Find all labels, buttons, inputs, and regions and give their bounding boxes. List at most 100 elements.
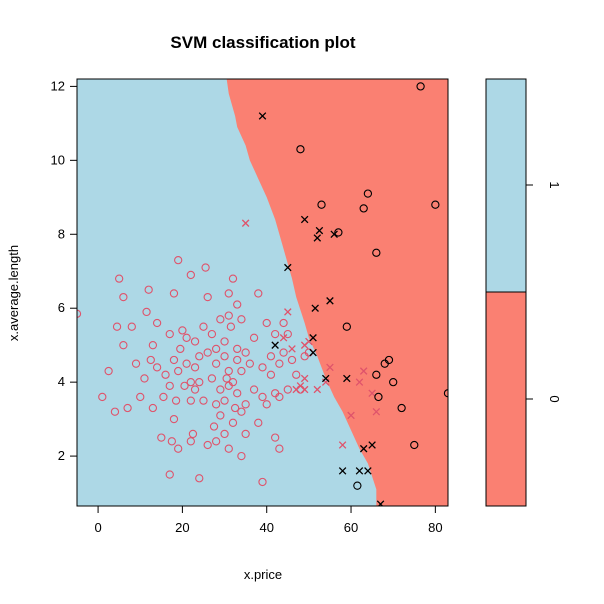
data-point	[237, 407, 246, 416]
data-point	[254, 289, 263, 298]
data-point	[169, 355, 179, 365]
data-point	[249, 385, 259, 394]
data-point	[249, 333, 259, 342]
data-point	[416, 82, 425, 91]
y-axis: 2 4 6 8 10 12	[51, 78, 78, 463]
data-points	[77, 82, 448, 506]
data-point	[190, 337, 200, 346]
data-point	[159, 392, 168, 402]
data-point	[195, 378, 204, 387]
data-point	[233, 344, 242, 354]
data-point	[270, 329, 280, 339]
data-point	[203, 440, 212, 450]
data-point	[115, 274, 124, 283]
data-point	[389, 378, 398, 387]
support-vector-point	[355, 378, 364, 386]
data-point	[216, 315, 225, 324]
support-vector-point	[271, 341, 279, 349]
data-point	[241, 400, 250, 409]
chart-title: SVM classification plot	[170, 33, 355, 52]
data-point	[228, 418, 238, 427]
series-0-support-vectors	[258, 112, 385, 506]
data-point	[296, 145, 305, 154]
data-point	[342, 322, 351, 331]
data-point	[174, 366, 183, 376]
x-tick-label: 20	[175, 520, 189, 535]
data-point	[182, 359, 191, 368]
data-point	[180, 381, 189, 390]
data-point	[148, 403, 158, 413]
data-point	[211, 359, 221, 368]
data-point	[174, 444, 183, 453]
legend-label-0: 0	[547, 395, 562, 402]
x-tick-label: 0	[94, 520, 101, 535]
data-point	[220, 352, 229, 361]
x-tick-label: 80	[428, 520, 442, 535]
data-point	[374, 392, 383, 402]
plot-area	[76, 78, 449, 507]
data-point	[186, 270, 195, 280]
support-vector-point	[284, 308, 292, 316]
data-point	[287, 355, 297, 365]
data-point	[258, 392, 267, 402]
data-point	[228, 274, 238, 283]
x-tick-label: 40	[259, 520, 273, 535]
data-point	[152, 363, 162, 372]
data-point	[186, 378, 195, 387]
data-point	[201, 263, 210, 272]
data-point	[224, 289, 233, 298]
support-vector-point	[359, 444, 368, 453]
support-vector-point	[313, 234, 322, 242]
series-0-points	[296, 82, 448, 490]
y-axis-label: x.average.length	[6, 245, 21, 341]
support-vector-point	[326, 297, 334, 305]
data-point	[275, 359, 284, 368]
data-point	[266, 352, 276, 361]
data-point	[209, 422, 219, 431]
data-point	[216, 411, 225, 420]
data-point	[195, 474, 204, 483]
legend-swatch-1	[486, 79, 526, 292]
data-point	[233, 389, 242, 398]
data-point	[165, 329, 174, 339]
support-vector-point	[315, 226, 324, 235]
data-point	[241, 429, 250, 439]
data-point	[178, 326, 187, 335]
data-point	[167, 437, 177, 446]
data-point	[211, 400, 221, 409]
y-tick-label: 12	[51, 78, 65, 93]
support-vector-point	[338, 467, 347, 475]
data-point	[182, 333, 191, 342]
data-point	[171, 396, 181, 405]
data-point	[275, 392, 284, 402]
y-tick-label: 6	[58, 300, 65, 315]
data-point	[353, 481, 362, 490]
data-point	[169, 414, 179, 424]
support-vector-point	[321, 374, 330, 383]
x-axis: 0 20 40 60 80	[94, 505, 443, 535]
data-point	[203, 348, 212, 357]
legend-label-1: 1	[547, 181, 562, 188]
support-vector-point	[300, 215, 309, 224]
y-tick-label: 10	[51, 152, 65, 167]
data-point	[142, 307, 151, 317]
data-point	[372, 370, 381, 379]
data-point	[195, 352, 204, 361]
data-point	[112, 322, 122, 331]
data-point	[161, 370, 170, 379]
support-vector-point	[326, 363, 334, 372]
support-vector-point	[347, 411, 355, 420]
data-point	[237, 451, 246, 461]
data-point	[283, 329, 292, 339]
data-point	[222, 374, 231, 383]
x-tick-label: 60	[344, 520, 358, 535]
data-point	[146, 355, 155, 365]
data-point	[216, 385, 225, 394]
data-point	[230, 403, 240, 413]
data-point	[110, 407, 120, 416]
support-vector-point	[300, 385, 309, 394]
data-point	[186, 437, 195, 446]
y-tick-label: 8	[58, 226, 65, 241]
data-point	[237, 315, 246, 324]
